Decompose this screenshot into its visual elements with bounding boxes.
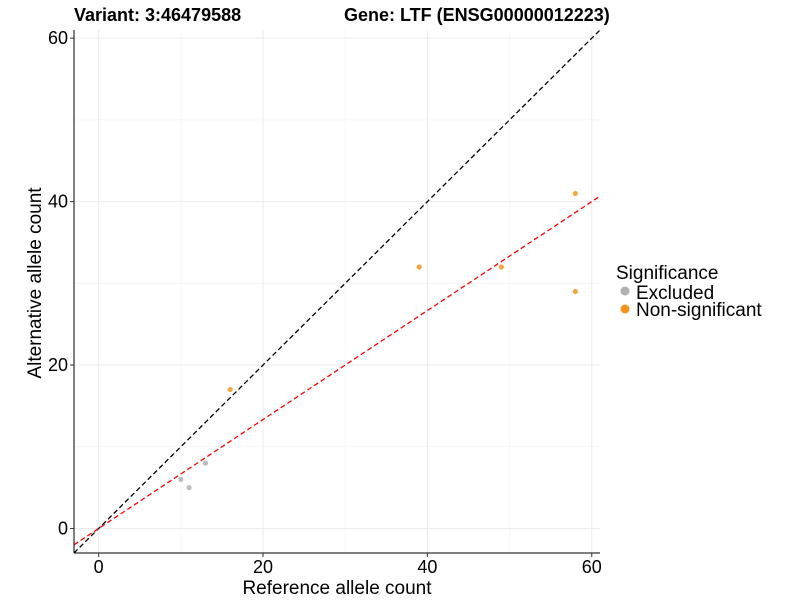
data-point-excluded xyxy=(202,460,209,466)
grid xyxy=(74,30,600,553)
data-point-non-significant xyxy=(572,288,578,295)
data-point-non-significant xyxy=(416,264,422,270)
legend-title: Significance xyxy=(616,263,718,284)
legend-swatch-non-significant xyxy=(620,304,630,314)
y-tick-label: 20 xyxy=(48,355,68,375)
reference-line-identity xyxy=(73,29,601,554)
reference-lines xyxy=(73,29,601,554)
x-tick-label: 40 xyxy=(417,557,437,577)
data-point-excluded xyxy=(186,485,192,491)
x-tick-label: 60 xyxy=(582,557,602,577)
legend-swatch-excluded xyxy=(620,286,630,296)
data-point-excluded xyxy=(178,476,184,483)
legend: Significance Excluded Non-significant xyxy=(616,263,762,321)
legend-label-excluded: Excluded xyxy=(636,283,714,304)
x-tick-label: 20 xyxy=(253,557,273,577)
chart-title-gene: Gene: LTF (ENSG00000012223) xyxy=(344,5,610,25)
legend-label-non-significant: Non-significant xyxy=(636,300,762,321)
y-tick-label: 0 xyxy=(58,518,68,538)
x-tick-label: 0 xyxy=(94,557,104,577)
data-point-non-significant xyxy=(498,264,504,270)
data-points xyxy=(178,190,578,491)
y-axis-label: Alternative allele count xyxy=(25,187,46,379)
y-tick-label: 60 xyxy=(48,28,68,48)
reference-line-fit xyxy=(73,195,601,546)
chart-title-variant: Variant: 3:46479588 xyxy=(74,5,241,25)
y-tick-label: 40 xyxy=(48,192,68,212)
x-axis-label: Reference allele count xyxy=(242,578,432,599)
data-point-non-significant xyxy=(227,386,233,393)
data-point-non-significant xyxy=(572,190,578,197)
axes: 0 20 40 60 0 20 40 60 xyxy=(48,28,602,577)
